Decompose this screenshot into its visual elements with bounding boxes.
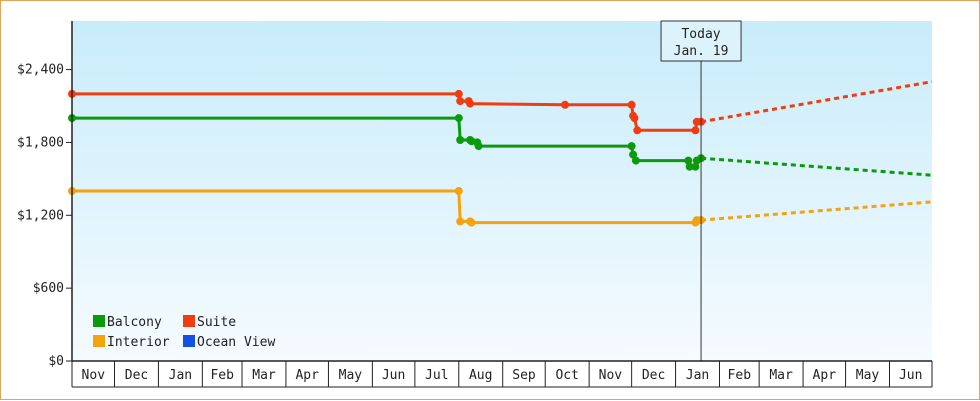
x-tick-label: Apr bbox=[813, 368, 837, 383]
balcony-point[interactable] bbox=[684, 156, 693, 165]
today-label: Today bbox=[681, 27, 720, 42]
x-tick-label: Feb bbox=[210, 368, 234, 383]
suite-point[interactable] bbox=[691, 126, 700, 135]
balcony-point[interactable] bbox=[627, 142, 636, 151]
balcony-point[interactable] bbox=[631, 156, 640, 165]
x-tick-label: May bbox=[856, 368, 880, 383]
x-tick-label: Jun bbox=[382, 368, 405, 383]
x-tick-label: Aug bbox=[469, 368, 492, 383]
x-tick-label: Jan bbox=[169, 368, 192, 383]
suite-point[interactable] bbox=[466, 99, 475, 108]
suite-point[interactable] bbox=[627, 100, 636, 109]
today-date-label: Jan. 19 bbox=[674, 44, 729, 59]
x-tick-label: Dec bbox=[125, 368, 148, 383]
x-tick-label: Jul bbox=[425, 368, 448, 383]
x-tick-label: Nov bbox=[599, 368, 623, 383]
interior-point[interactable] bbox=[467, 218, 476, 227]
x-tick-label: Dec bbox=[642, 368, 665, 383]
legend-swatch-balcony bbox=[93, 315, 105, 327]
y-tick-label: $0 bbox=[48, 354, 64, 369]
balcony-point[interactable] bbox=[456, 136, 465, 144]
suite-point[interactable] bbox=[633, 126, 642, 135]
balcony-point[interactable] bbox=[691, 162, 700, 171]
x-tick-label: Oct bbox=[555, 368, 578, 383]
x-tick-label: Mar bbox=[252, 368, 276, 383]
balcony-point[interactable] bbox=[454, 114, 463, 123]
x-tick-label: Mar bbox=[769, 368, 793, 383]
suite-point[interactable] bbox=[630, 114, 639, 123]
legend-label-balcony[interactable]: Balcony bbox=[107, 315, 162, 330]
interior-point[interactable] bbox=[454, 187, 463, 195]
axes-layer: $0 $600 $1,200 $1,800 $2,400 Nov Dec Jan Feb Mar A… bbox=[17, 21, 933, 388]
balcony-point[interactable] bbox=[629, 150, 638, 159]
suite-forecast-line bbox=[700, 80, 933, 124]
legend-label-ocean-view[interactable]: Ocean View bbox=[197, 335, 275, 350]
x-tick-label: Jan bbox=[686, 368, 709, 383]
x-tick-label: Sep bbox=[512, 368, 536, 383]
y-tick-label: $1,200 bbox=[17, 208, 64, 223]
legend-swatch-ocean-view bbox=[183, 335, 195, 347]
y-tick-label: $2,400 bbox=[17, 63, 64, 78]
x-tick-label: Nov bbox=[82, 368, 106, 383]
x-tick-label: Jun bbox=[899, 368, 922, 383]
suite-point[interactable] bbox=[561, 100, 569, 109]
legend-swatch-suite bbox=[183, 315, 195, 327]
x-tick-label: May bbox=[339, 368, 363, 383]
legend-label-suite[interactable]: Suite bbox=[197, 315, 236, 330]
suite-point[interactable] bbox=[454, 89, 463, 98]
interior-forecast-line bbox=[700, 200, 933, 222]
y-tick-label: $600 bbox=[33, 281, 64, 296]
suite-point[interactable] bbox=[456, 97, 465, 106]
balcony-forecast-line bbox=[700, 156, 933, 177]
balcony-point[interactable] bbox=[685, 162, 694, 171]
balcony-point[interactable] bbox=[474, 142, 483, 151]
legend-swatch-interior bbox=[93, 335, 105, 347]
x-tick-label: Feb bbox=[728, 368, 752, 383]
today-callout-box bbox=[660, 20, 742, 62]
series-layer bbox=[68, 80, 933, 227]
today-marker: Today Jan. 19 bbox=[660, 20, 742, 361]
legend-label-interior[interactable]: Interior bbox=[107, 335, 170, 350]
legend: Balcony Suite Interior Ocean View bbox=[93, 315, 275, 350]
y-tick-label: $1,800 bbox=[17, 135, 64, 150]
interior-point[interactable] bbox=[456, 217, 465, 226]
x-tick-label: Apr bbox=[295, 368, 319, 383]
